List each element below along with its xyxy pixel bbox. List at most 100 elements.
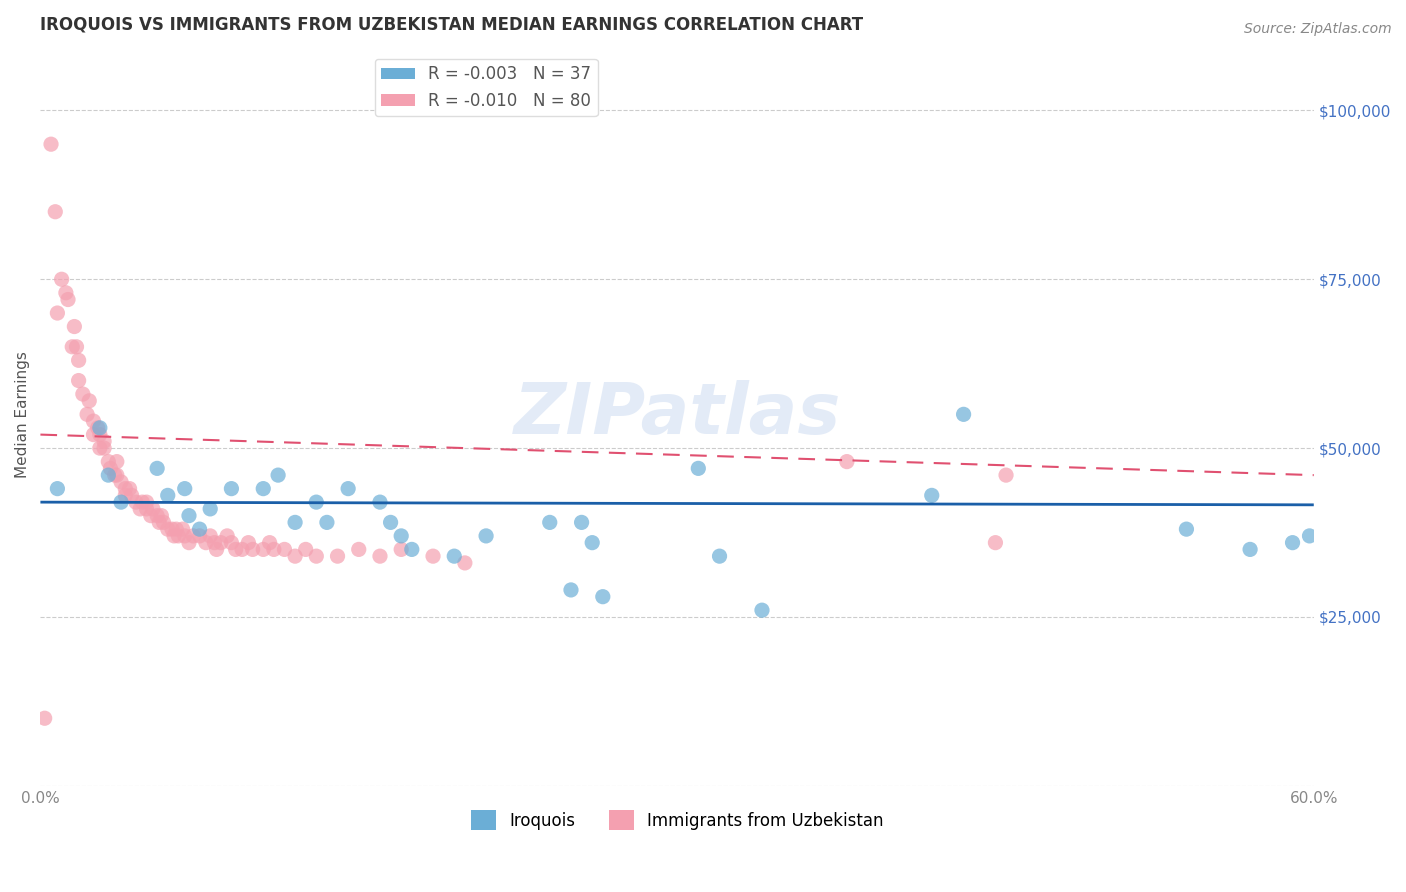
Point xyxy=(221,482,243,496)
Point xyxy=(60,340,83,354)
Point xyxy=(173,529,195,543)
Point xyxy=(284,549,307,564)
Point xyxy=(135,495,157,509)
Point xyxy=(67,374,90,388)
Point xyxy=(443,549,465,564)
Point xyxy=(110,475,132,489)
Point xyxy=(114,482,136,496)
Point xyxy=(221,535,243,549)
Point xyxy=(76,408,98,422)
Point xyxy=(1281,535,1303,549)
Point xyxy=(150,508,173,523)
Point xyxy=(82,427,104,442)
Point xyxy=(142,502,165,516)
Point xyxy=(751,603,773,617)
Point xyxy=(125,495,148,509)
Point xyxy=(152,516,174,530)
Point xyxy=(231,542,253,557)
Legend: Iroquois, Immigrants from Uzbekistan: Iroquois, Immigrants from Uzbekistan xyxy=(464,803,890,837)
Point xyxy=(181,529,204,543)
Point xyxy=(44,204,66,219)
Point xyxy=(121,488,143,502)
Point xyxy=(347,542,370,557)
Text: IROQUOIS VS IMMIGRANTS FROM UZBEKISTAN MEDIAN EARNINGS CORRELATION CHART: IROQUOIS VS IMMIGRANTS FROM UZBEKISTAN M… xyxy=(41,15,863,33)
Point xyxy=(89,441,111,455)
Point xyxy=(118,482,141,496)
Point xyxy=(422,549,444,564)
Point xyxy=(56,293,79,307)
Point xyxy=(326,549,349,564)
Point xyxy=(177,508,200,523)
Y-axis label: Median Earnings: Median Earnings xyxy=(15,351,30,478)
Point xyxy=(172,522,194,536)
Point xyxy=(93,441,115,455)
Point xyxy=(55,285,77,300)
Point xyxy=(475,529,498,543)
Point xyxy=(97,468,120,483)
Point xyxy=(1298,529,1320,543)
Point xyxy=(105,455,128,469)
Point xyxy=(952,408,974,422)
Point xyxy=(538,516,561,530)
Point xyxy=(217,529,239,543)
Point xyxy=(97,455,120,469)
Point xyxy=(209,535,232,549)
Point xyxy=(205,542,228,557)
Point xyxy=(160,522,183,536)
Point xyxy=(146,508,169,523)
Text: Source: ZipAtlas.com: Source: ZipAtlas.com xyxy=(1244,22,1392,37)
Point xyxy=(77,393,100,408)
Point xyxy=(135,502,157,516)
Point xyxy=(1239,542,1261,557)
Point xyxy=(163,529,186,543)
Point xyxy=(110,495,132,509)
Point xyxy=(72,387,94,401)
Point xyxy=(238,535,260,549)
Point xyxy=(177,535,200,549)
Point xyxy=(242,542,264,557)
Point xyxy=(389,542,412,557)
Point xyxy=(194,535,217,549)
Point xyxy=(156,522,179,536)
Point xyxy=(65,340,87,354)
Point xyxy=(156,488,179,502)
Point xyxy=(105,468,128,483)
Point xyxy=(592,590,614,604)
Point xyxy=(114,488,136,502)
Point xyxy=(454,556,477,570)
Point xyxy=(204,535,226,549)
Point xyxy=(284,516,307,530)
Text: ZIPatlas: ZIPatlas xyxy=(513,380,841,449)
Point xyxy=(305,549,328,564)
Point xyxy=(984,535,1007,549)
Point xyxy=(709,549,731,564)
Point xyxy=(368,495,391,509)
Point xyxy=(688,461,710,475)
Point xyxy=(252,542,274,557)
Point xyxy=(259,535,281,549)
Point xyxy=(167,529,190,543)
Point xyxy=(198,529,221,543)
Point xyxy=(173,482,195,496)
Point xyxy=(995,468,1018,483)
Point xyxy=(89,427,111,442)
Point xyxy=(835,455,858,469)
Point xyxy=(560,582,582,597)
Point xyxy=(252,482,274,496)
Point xyxy=(380,516,402,530)
Point xyxy=(131,495,153,509)
Point xyxy=(401,542,423,557)
Point xyxy=(148,516,170,530)
Point xyxy=(89,421,111,435)
Point xyxy=(34,711,56,725)
Point xyxy=(316,516,339,530)
Point xyxy=(571,516,593,530)
Point xyxy=(146,461,169,475)
Point xyxy=(63,319,86,334)
Point xyxy=(188,529,211,543)
Point xyxy=(263,542,285,557)
Point xyxy=(46,306,69,320)
Point xyxy=(581,535,603,549)
Point xyxy=(39,137,62,152)
Point xyxy=(46,482,69,496)
